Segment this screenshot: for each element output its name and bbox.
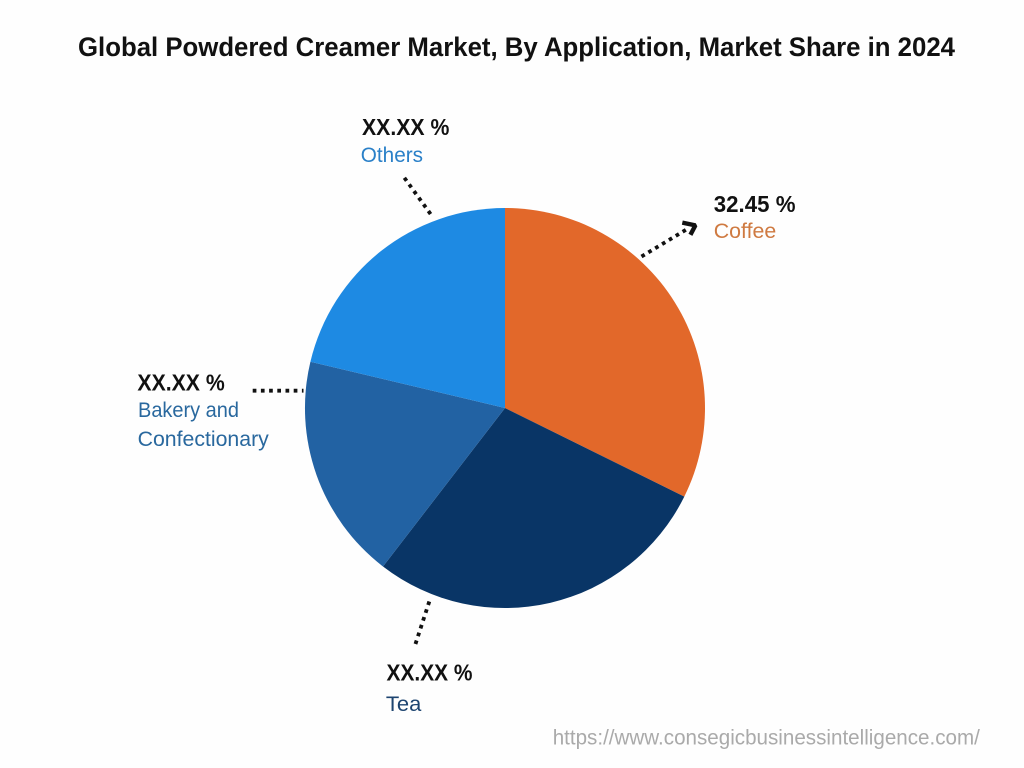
svg-text:XX.XX %: XX.XX % bbox=[137, 369, 224, 395]
svg-text:https://www.consegicbusinessin: https://www.consegicbusinessintelligence… bbox=[553, 726, 980, 749]
svg-text:Others: Others bbox=[361, 144, 423, 167]
svg-text:Global Powdered Creamer Market: Global Powdered Creamer Market, By Appli… bbox=[78, 32, 955, 62]
svg-text:Tea: Tea bbox=[386, 693, 422, 716]
svg-text:XX.XX %: XX.XX % bbox=[362, 114, 449, 140]
svg-text:Confectionary: Confectionary bbox=[138, 428, 270, 451]
svg-text:Coffee: Coffee bbox=[714, 220, 776, 243]
svg-text:XX.XX %: XX.XX % bbox=[387, 659, 473, 685]
svg-text:Bakery and: Bakery and bbox=[138, 399, 239, 422]
svg-text:32.45 %: 32.45 % bbox=[714, 191, 796, 217]
